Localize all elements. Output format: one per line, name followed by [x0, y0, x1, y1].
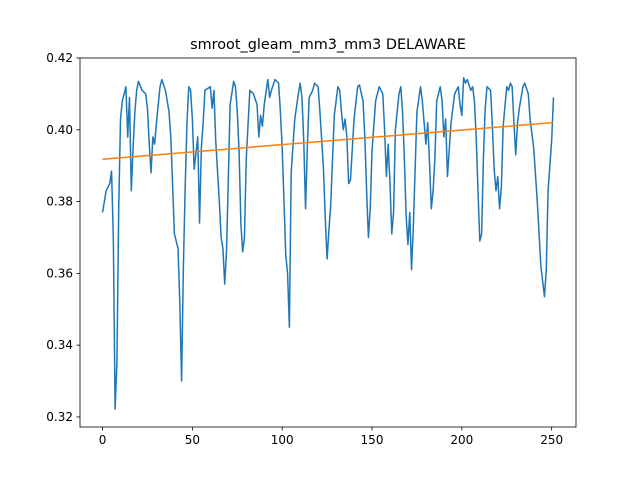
x-tick-label: 0: [99, 433, 107, 447]
x-tick-label: 100: [271, 433, 294, 447]
plot-frame: [79, 57, 577, 428]
y-tick-label: 0.32: [46, 410, 73, 424]
data-line: [102, 121, 554, 160]
x-tick-label: 50: [185, 433, 200, 447]
y-tick-label: 0.36: [46, 266, 73, 280]
y-tick-label: 0.38: [46, 195, 73, 209]
data-line: [101, 76, 555, 410]
x-tick-label: 200: [450, 433, 473, 447]
chart-title: smroot_gleam_mm3_mm3 DELAWARE: [190, 37, 466, 53]
y-tick-label: 0.34: [46, 338, 73, 352]
y-tick-label: 0.40: [46, 123, 73, 137]
y-tick-label: 0.42: [46, 51, 73, 65]
x-tick-label: 250: [540, 433, 563, 447]
x-tick-label: 150: [361, 433, 384, 447]
